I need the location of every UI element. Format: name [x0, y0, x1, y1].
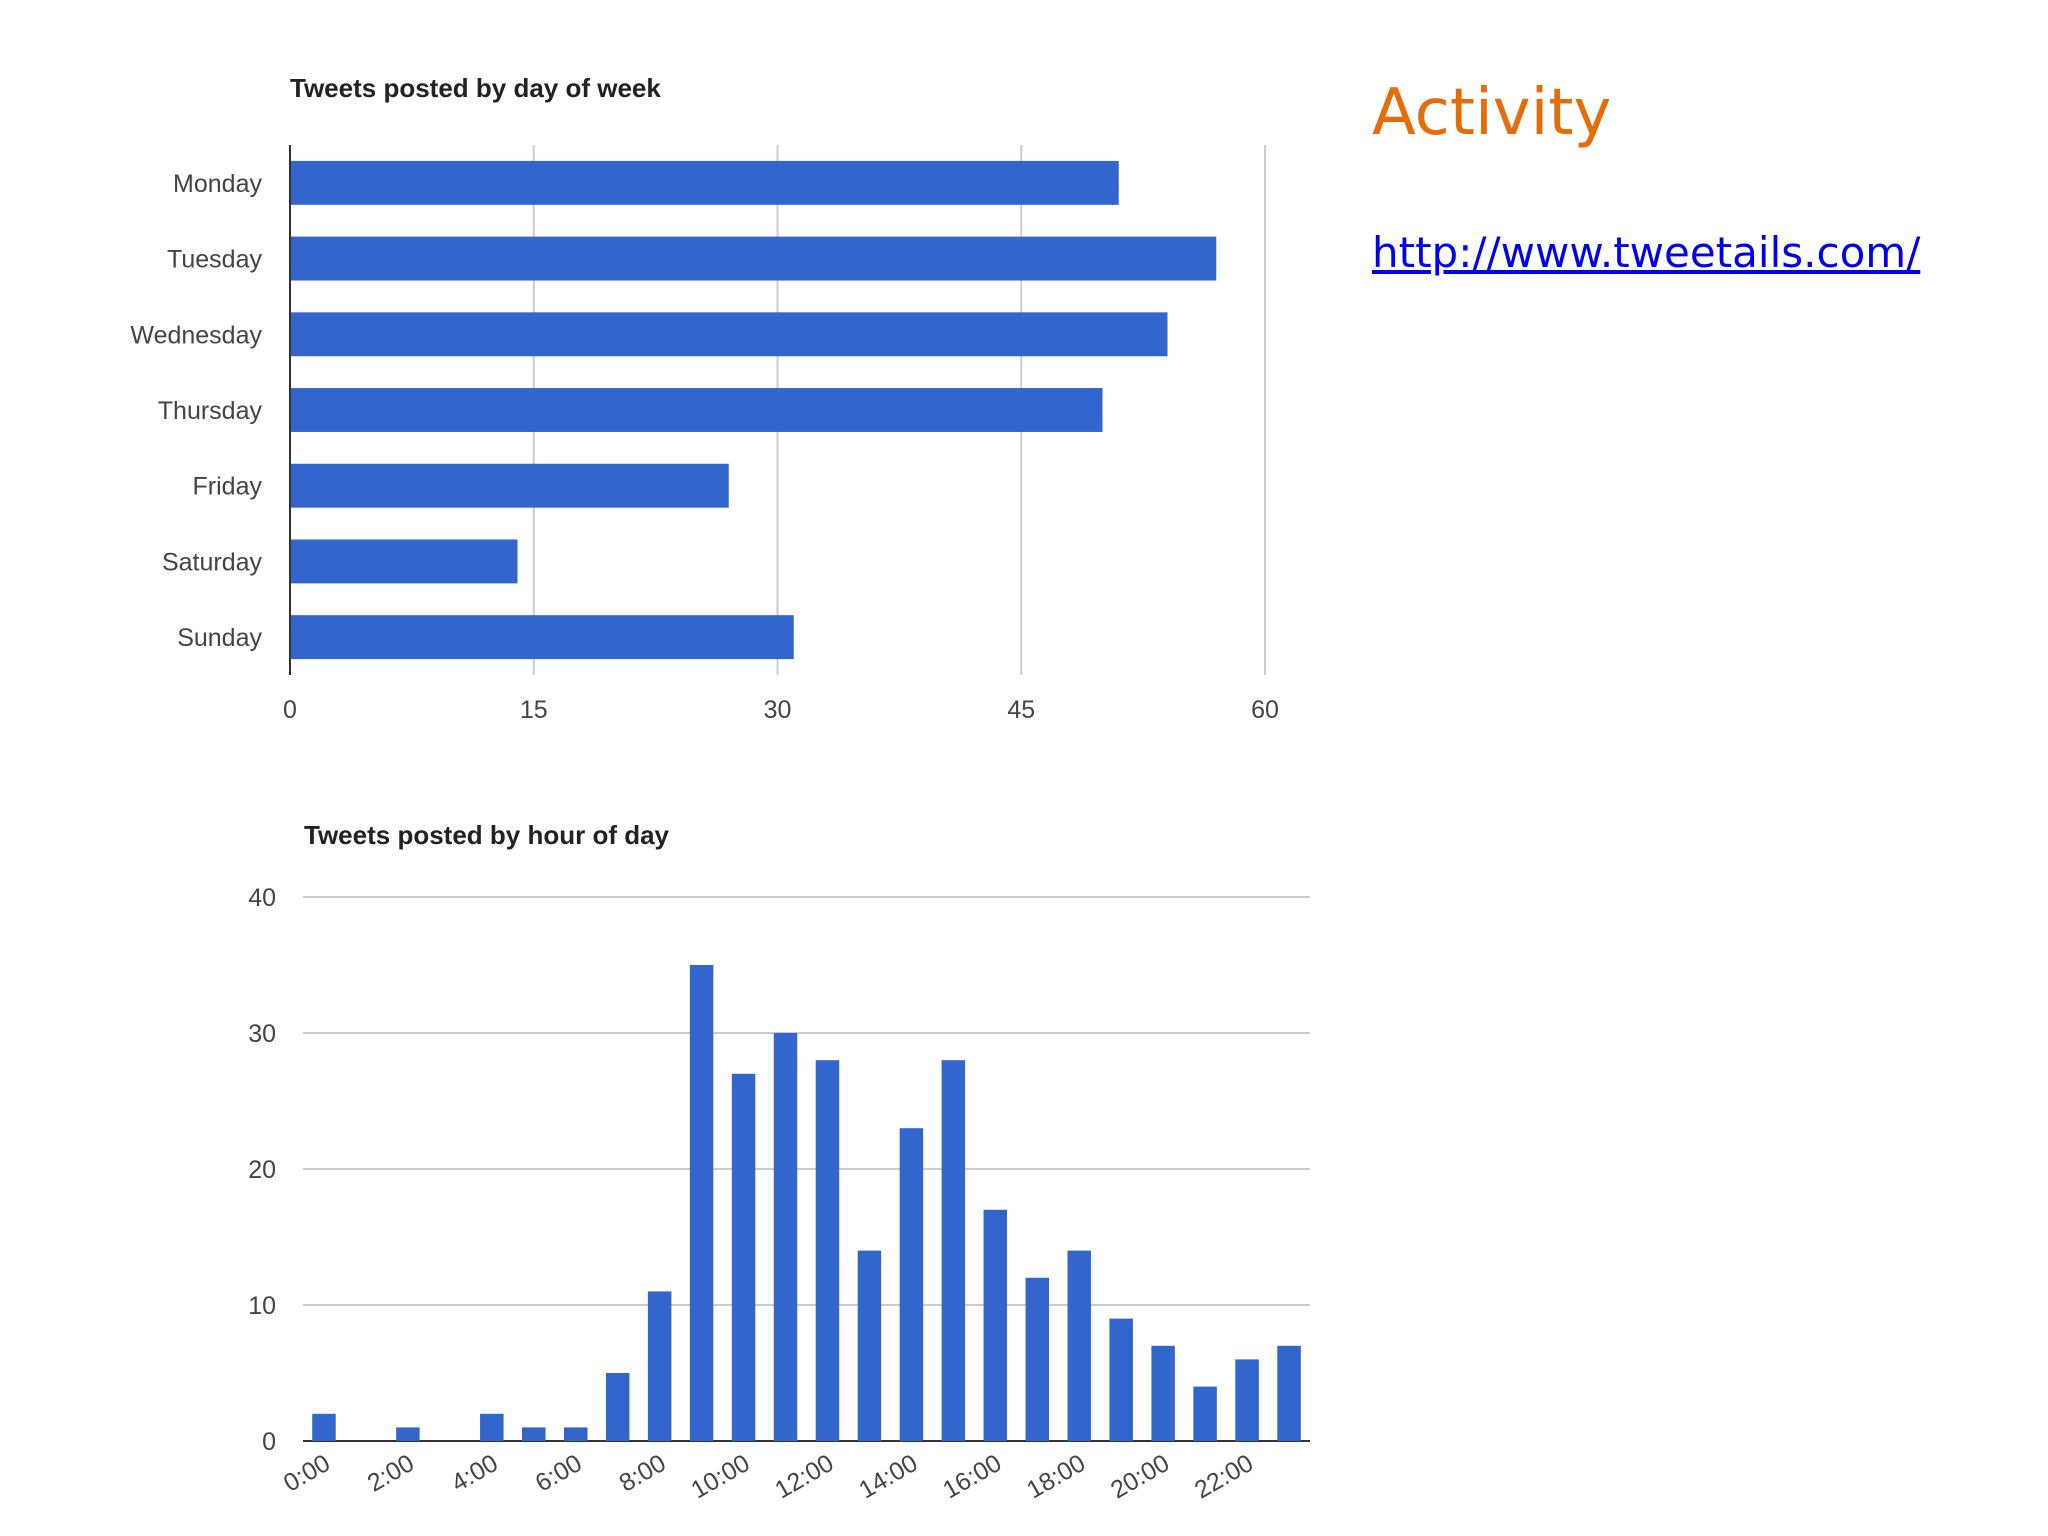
bar-thursday [290, 388, 1103, 432]
tweetails-link[interactable]: http://www.tweetails.com/ [1372, 228, 1921, 277]
chart-title: Tweets posted by hour of day [304, 820, 670, 850]
bar-hour-4-00 [480, 1413, 504, 1441]
x-tick-label: 8:00 [614, 1449, 670, 1498]
y-tick-label: 20 [248, 1156, 276, 1184]
bar-tuesday [290, 236, 1217, 281]
bar-hour-20-00 [1151, 1345, 1175, 1441]
bar-saturday [290, 539, 518, 584]
x-tick-label: 0 [283, 696, 297, 724]
x-tick-label: 22:00 [1190, 1449, 1258, 1505]
y-tick-label: 30 [248, 1020, 276, 1048]
bar-hour-21-00 [1193, 1386, 1217, 1441]
bar-hour-22-00 [1235, 1359, 1259, 1441]
bar-hour-13-00 [857, 1250, 882, 1441]
x-tick-label: 20:00 [1106, 1449, 1174, 1505]
bar-hour-12-00 [815, 1060, 840, 1441]
x-tick-label: 10:00 [686, 1449, 754, 1505]
bar-hour-6-00 [563, 1427, 588, 1441]
x-tick-label: 12:00 [770, 1449, 838, 1505]
x-tick-label: 18:00 [1022, 1449, 1090, 1505]
y-tick-label: 40 [248, 884, 276, 912]
x-tick-label: 60 [1251, 696, 1279, 724]
bar-sunday [290, 615, 794, 660]
category-label: Friday [193, 473, 263, 501]
category-label: Saturday [162, 548, 263, 576]
bar-hour-16-00 [983, 1209, 1008, 1441]
bar-hour-9-00 [689, 965, 714, 1441]
x-tick-label: 14:00 [854, 1449, 922, 1505]
chart-tweets-by-day: Tweets posted by day of week 0 15 30 45 60 Mon… [130, 73, 1279, 724]
bar-hour-17-00 [1025, 1277, 1050, 1441]
bar-hour-8-00 [647, 1291, 672, 1441]
bar-wednesday [290, 312, 1168, 357]
category-label: Monday [173, 170, 262, 198]
x-tick-label: 4:00 [447, 1449, 503, 1498]
bar-hour-11-00 [773, 1033, 798, 1441]
x-tick-label: 16:00 [938, 1449, 1006, 1505]
bar-hour-15-00 [941, 1060, 966, 1441]
slide-title: Activity [1372, 76, 1612, 150]
y-tick-label: 0 [262, 1428, 276, 1456]
x-tick-label: 45 [1007, 696, 1035, 724]
x-tick-label: 30 [764, 696, 792, 724]
x-tick-label: 2:00 [363, 1449, 419, 1498]
bar-hour-19-00 [1109, 1318, 1133, 1441]
bar-monday [290, 160, 1119, 205]
x-tick-label: 15 [520, 696, 548, 724]
x-tick-label: 6:00 [531, 1449, 587, 1498]
bar-friday [290, 463, 729, 508]
category-label: Wednesday [130, 321, 262, 349]
bar-hour-10-00 [731, 1073, 756, 1441]
category-label: Tuesday [167, 246, 262, 274]
category-label: Thursday [158, 397, 263, 425]
bar-hour-2-00 [396, 1427, 420, 1441]
bar-hour-18-00 [1067, 1250, 1091, 1441]
category-label: Sunday [177, 624, 262, 652]
bar-hour-23-00 [1277, 1345, 1301, 1441]
x-tick-label: 0:00 [279, 1449, 335, 1498]
chart-title: Tweets posted by day of week [290, 73, 661, 103]
chart-tweets-by-hour: Tweets posted by hour of day 0 10 20 30 40 0:0… [248, 820, 1310, 1505]
bar-hour-0-00 [312, 1413, 336, 1441]
bar-hour-7-00 [605, 1373, 630, 1441]
y-tick-label: 10 [248, 1292, 276, 1320]
bar-hour-5-00 [522, 1427, 546, 1441]
bar-hour-14-00 [899, 1128, 924, 1441]
